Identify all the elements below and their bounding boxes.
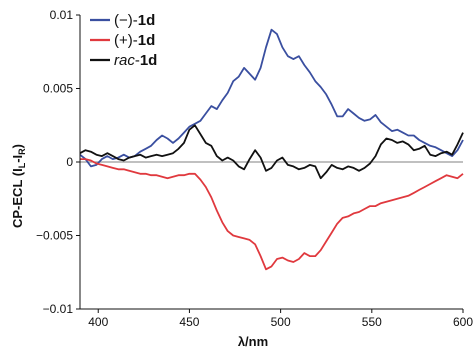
ticks-layer: 400 450 500 550 600 −0.01 −0.005 0 0.005 0.01: [36, 8, 473, 329]
y-axis-label: CP-ECL (IL-IR): [10, 144, 27, 228]
legend-label-plus-1d: (+)-1d: [114, 32, 155, 49]
series-line-rac-1d: [79, 124, 464, 180]
y-tick-label: 0.01: [50, 8, 74, 22]
y-tick-label: −0.01: [43, 302, 74, 316]
x-tick-label: 600: [453, 315, 473, 329]
x-tick-label: 550: [362, 315, 382, 329]
x-tick-label: 500: [271, 315, 291, 329]
series-line-minus-1d: [79, 28, 464, 168]
legend-label-rac-1d: rac-1d: [114, 52, 157, 69]
y-tick-label: 0.005: [43, 82, 73, 96]
x-tick-label: 450: [179, 315, 199, 329]
legend: (−)-1d (+)-1d rac-1d: [90, 12, 157, 69]
y-tick-label: −0.005: [36, 229, 73, 243]
y-tick-label: 0: [66, 155, 73, 169]
legend-label-minus-1d: (−)-1d: [114, 12, 155, 29]
x-axis-label: λ/nm: [238, 334, 268, 349]
series-line-plus-1d: [80, 158, 464, 271]
series-layer: [79, 28, 464, 271]
x-tick-label: 400: [88, 315, 108, 329]
